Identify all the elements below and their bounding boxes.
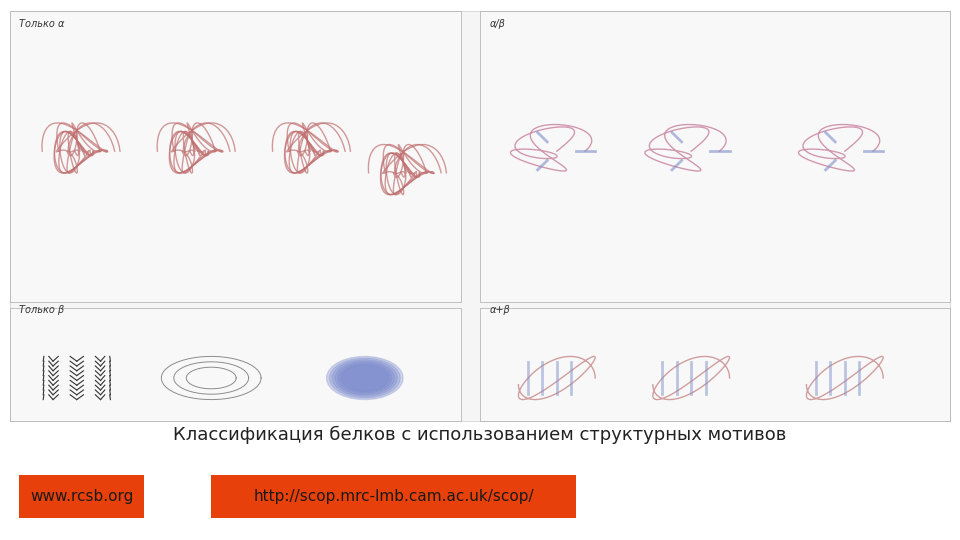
Text: α+β: α+β: [490, 305, 511, 315]
Polygon shape: [335, 361, 395, 395]
Polygon shape: [341, 364, 389, 391]
FancyBboxPatch shape: [19, 475, 144, 518]
FancyBboxPatch shape: [211, 475, 576, 518]
Text: Классификация белков с использованием структурных мотивов: Классификация белков с использованием ст…: [174, 426, 786, 444]
Polygon shape: [329, 358, 400, 398]
Text: Только α: Только α: [19, 19, 64, 29]
FancyBboxPatch shape: [480, 11, 950, 302]
FancyBboxPatch shape: [480, 308, 950, 421]
FancyBboxPatch shape: [10, 308, 461, 421]
Polygon shape: [332, 360, 397, 396]
FancyBboxPatch shape: [10, 11, 950, 421]
FancyBboxPatch shape: [10, 11, 461, 302]
Polygon shape: [326, 356, 403, 400]
Text: Только β: Только β: [19, 305, 64, 315]
Polygon shape: [338, 363, 392, 393]
Text: α/β: α/β: [490, 19, 506, 29]
Text: http://scop.mrc-lmb.cam.ac.uk/scop/: http://scop.mrc-lmb.cam.ac.uk/scop/: [253, 489, 534, 504]
Text: www.rcsb.org: www.rcsb.org: [30, 489, 133, 504]
